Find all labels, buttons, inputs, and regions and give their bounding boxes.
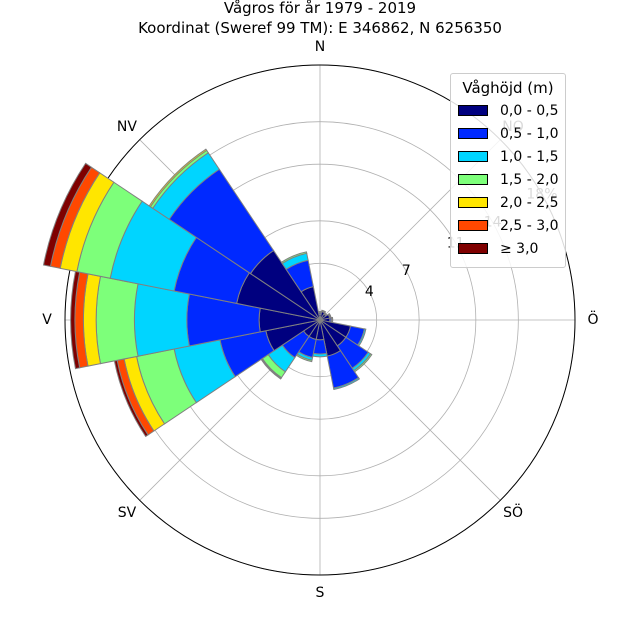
sector-bar — [312, 352, 328, 358]
direction-label-sö: SÖ — [503, 503, 523, 521]
radial-tick-label: 7 — [402, 263, 411, 279]
radial-tick-label: 4 — [365, 284, 374, 300]
outer-circle — [64, 64, 576, 576]
legend-label: 2,5 - 3,0 — [500, 218, 559, 234]
legend-label: 1,0 - 1,5 — [500, 149, 559, 165]
sector-bar — [148, 148, 208, 208]
legend-title: Våghöjd (m) — [462, 79, 554, 97]
legend-label: 0,0 - 0,5 — [500, 103, 559, 119]
sector-bar — [133, 283, 190, 357]
legend-label: 1,5 - 2,0 — [500, 172, 559, 188]
direction-label-nv: NV — [117, 119, 137, 135]
legend-swatch — [458, 197, 488, 208]
legend-swatch — [458, 128, 488, 139]
sector-bar — [321, 309, 327, 314]
legend-swatch — [458, 174, 488, 185]
legend-label: 0,5 - 1,0 — [500, 126, 559, 142]
direction-label-s: S — [316, 585, 325, 601]
direction-label-v: V — [42, 312, 52, 328]
direction-label-sv: SV — [118, 505, 137, 521]
direction-label-n: N — [315, 39, 325, 55]
direction-label-ö: Ö — [587, 310, 598, 328]
legend-label: ≥ 3,0 — [500, 241, 539, 257]
legend: Våghöjd (m) 0,0 - 0,5 0,5 - 1,0 1,0 - 1,… — [450, 73, 566, 268]
sector-bar — [95, 275, 139, 365]
legend-swatch — [458, 220, 488, 231]
sector-bar — [331, 316, 334, 324]
legend-swatch — [458, 243, 488, 254]
chart-subtitle: Koordinat (Sweref 99 TM): E 346862, N 62… — [138, 19, 502, 37]
chart-title: Vågros för år 1979 - 2019 — [223, 0, 417, 17]
legend-label: 2,0 - 2,5 — [500, 195, 559, 211]
legend-swatch — [458, 105, 488, 116]
sector-bar — [280, 251, 308, 265]
legend-swatch — [458, 151, 488, 162]
sector-bar — [42, 162, 93, 267]
sector-bars — [42, 148, 373, 438]
sector-bar — [332, 377, 361, 391]
